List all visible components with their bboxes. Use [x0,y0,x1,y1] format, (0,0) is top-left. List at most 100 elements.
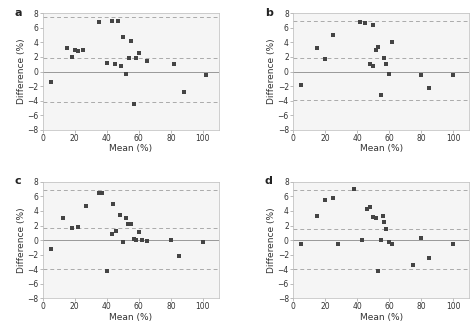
Point [118,63,125,68]
Text: d: d [265,176,273,186]
Point [124,221,131,227]
Point [103,269,110,274]
Point [297,82,305,87]
Point [71,47,79,52]
Point [79,47,87,52]
Point [321,197,329,203]
Point [382,226,390,232]
Point [385,71,393,76]
Point [132,238,139,243]
Point [361,20,369,25]
Point [373,47,380,52]
Point [381,56,388,61]
Point [425,85,433,91]
X-axis label: Mean (%): Mean (%) [109,313,152,322]
Point [47,80,55,85]
Point [425,256,433,261]
Point [313,213,321,219]
Point [199,240,207,245]
Point [369,22,377,28]
Point [111,61,118,66]
Point [202,72,210,78]
Point [180,89,188,94]
Point [130,102,138,107]
Point [379,213,386,219]
Y-axis label: Difference (%): Difference (%) [17,207,26,273]
Point [389,241,396,246]
Point [381,219,388,224]
Point [95,190,102,196]
Point [377,238,385,243]
Y-axis label: Difference (%): Difference (%) [267,39,276,104]
Point [373,215,380,221]
X-axis label: Mean (%): Mean (%) [109,144,152,153]
Point [132,56,139,61]
Point [366,62,374,67]
Point [382,61,390,66]
Point [389,40,396,45]
Point [334,241,342,246]
Point [119,34,127,39]
Point [130,237,138,242]
Point [114,18,122,23]
Point [313,46,321,51]
Point [68,54,75,60]
Point [410,263,417,268]
Point [374,269,382,274]
Point [122,71,130,76]
Y-axis label: Difference (%): Difference (%) [267,207,276,273]
Point [116,213,123,218]
Point [122,215,130,221]
Point [143,58,151,63]
Point [366,205,374,210]
Point [358,238,365,243]
Point [170,61,178,66]
X-axis label: Mean (%): Mean (%) [360,313,403,322]
Point [74,49,82,54]
Point [98,190,106,196]
Point [82,203,90,209]
Point [103,60,110,65]
Point [418,72,425,78]
Text: c: c [14,176,21,186]
Point [63,45,71,50]
Point [377,93,385,98]
Y-axis label: Difference (%): Difference (%) [17,39,26,104]
X-axis label: Mean (%): Mean (%) [360,144,403,153]
Point [374,44,382,50]
Point [68,225,75,230]
Point [329,32,337,38]
Point [135,229,143,235]
Point [95,19,102,25]
Point [449,241,457,246]
Point [350,187,358,192]
Point [127,221,135,227]
Point [321,57,329,62]
Point [135,50,143,55]
Point [138,238,146,243]
Point [108,231,115,236]
Text: a: a [14,8,22,18]
Point [126,55,133,60]
Point [47,246,55,252]
Point [418,235,425,241]
Point [329,195,337,201]
Point [109,202,117,207]
Point [369,214,377,219]
Point [369,63,377,68]
Point [167,238,174,243]
Point [74,224,82,230]
Point [356,19,364,25]
Text: b: b [265,8,273,18]
Point [60,215,67,220]
Point [297,241,305,246]
Point [143,238,151,244]
Point [119,240,127,245]
Point [113,228,120,233]
Point [363,206,371,211]
Point [449,72,457,78]
Point [127,38,135,44]
Point [175,253,182,259]
Point [385,240,393,245]
Point [108,18,115,23]
